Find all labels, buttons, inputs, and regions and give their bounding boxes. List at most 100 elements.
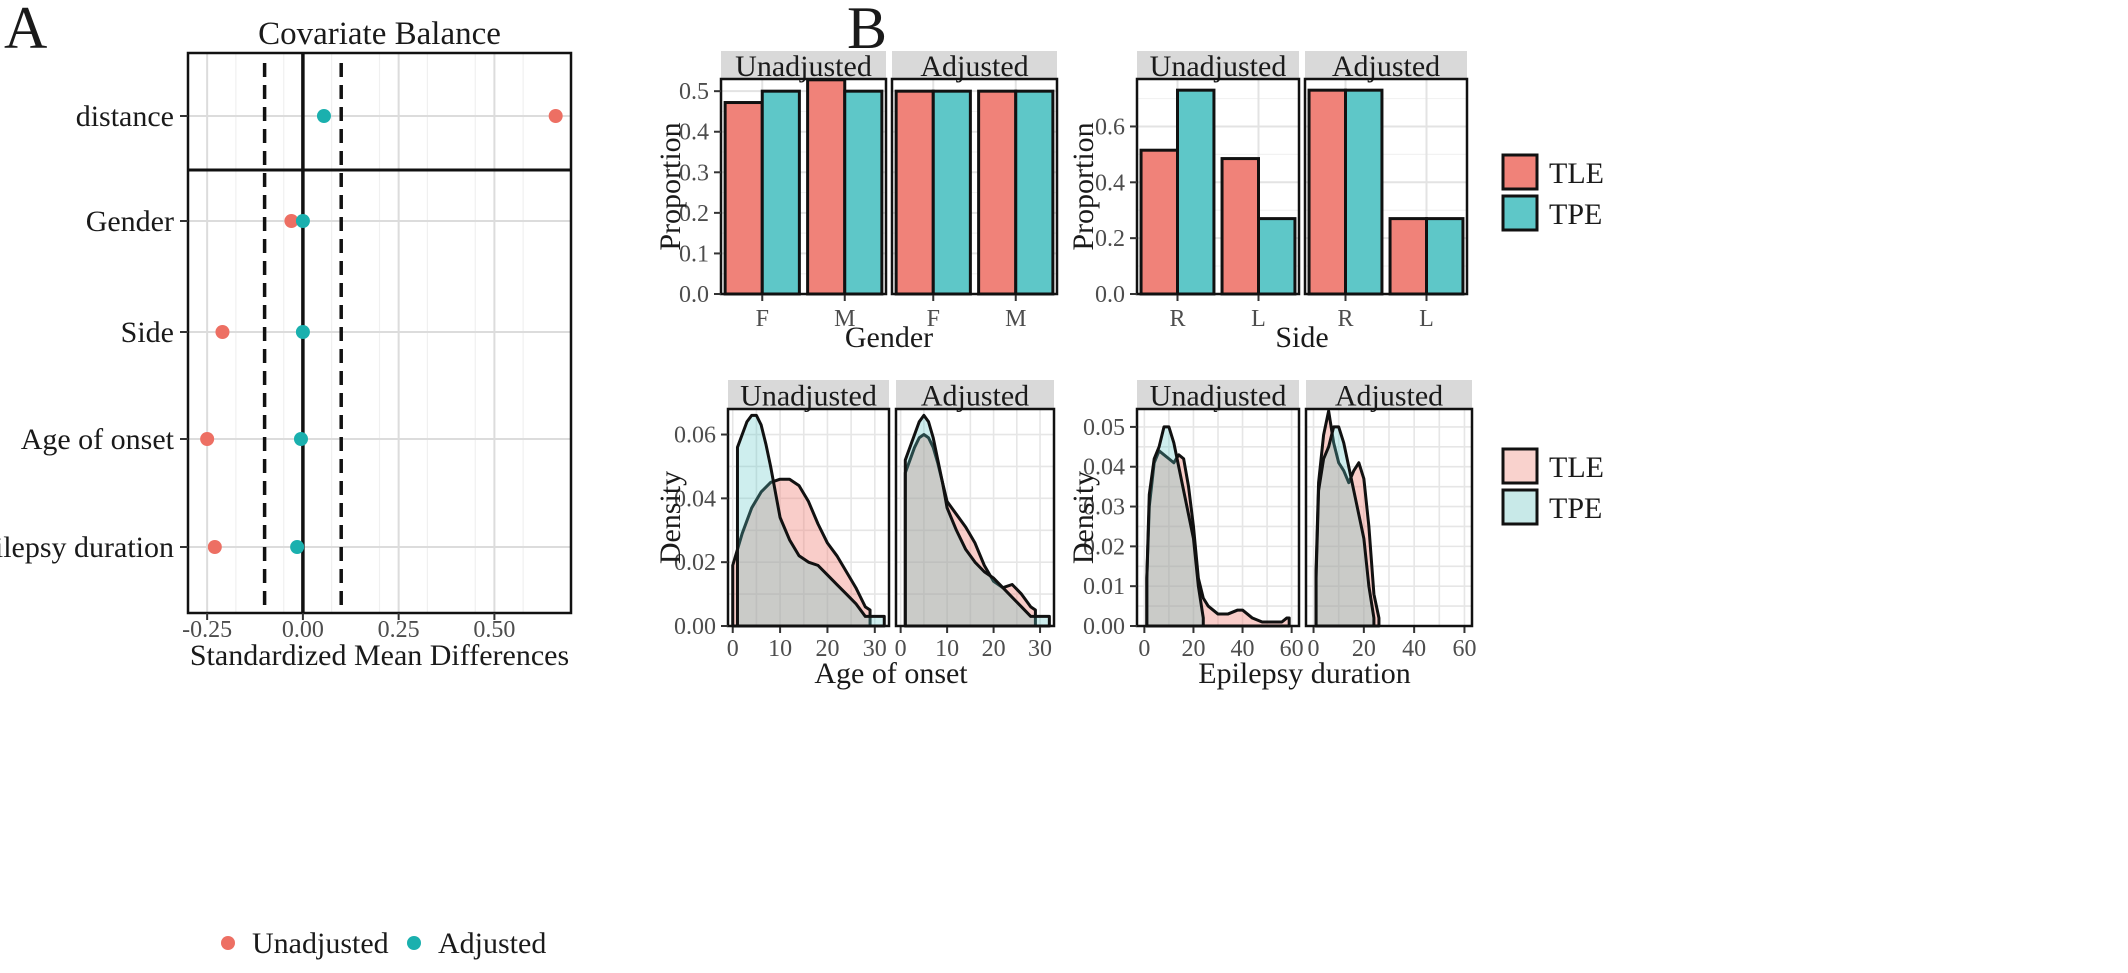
- plot-title: Covariate Balance: [258, 16, 501, 52]
- x-tick-label: 20: [815, 636, 839, 662]
- density-tpe: [735, 413, 886, 628]
- legend-key-tle: [1501, 447, 1539, 485]
- bar-tpe-f: [931, 89, 972, 296]
- density-tle: [1314, 409, 1381, 628]
- covariate-balance-plot: Covariate Balance distance Gender Side Age o…: [0, 16, 573, 960]
- density-tle: [731, 477, 872, 628]
- bar-tle-m: [806, 78, 847, 296]
- gender-proportion-plot: Unadjusted F M Adjusted F M 0.0 0.1 0.2 0.3 0.4 0.5…: [654, 50, 1059, 354]
- y-tick-label: 0.06: [674, 423, 716, 449]
- x-axis-label: Age of onset: [814, 657, 968, 690]
- point-unadjusted-3: [200, 432, 215, 446]
- point-unadjusted-2: [215, 325, 230, 339]
- y-category-label: Age of onset: [21, 423, 175, 456]
- point-unadjusted-1: [284, 214, 299, 228]
- y-tick-label: 0.00: [1083, 614, 1125, 640]
- facet-strip: [721, 51, 886, 79]
- bar-tpe-r: [1344, 88, 1384, 296]
- y-tick-label: 0.05: [1083, 415, 1125, 441]
- x-axis-label: Gender: [845, 321, 933, 354]
- bar-tle-f: [894, 89, 935, 296]
- y-axis-label: Density: [1067, 471, 1100, 564]
- bar-tpe-r: [1176, 88, 1216, 296]
- facet-strip: [896, 380, 1054, 409]
- facet-frame: [1135, 407, 1301, 628]
- bar-tle-l: [1388, 217, 1429, 296]
- facet-frame: [726, 407, 891, 628]
- y-tick-label: 0.0: [679, 282, 709, 308]
- x-tick-label: M: [1005, 306, 1026, 332]
- y-tick-label: 0.0: [1095, 282, 1125, 308]
- facet-frame: [1304, 407, 1474, 628]
- x-tick-label: -0.25: [182, 617, 232, 643]
- panel-label-b: B: [847, 0, 887, 61]
- facet-strip-label: Adjusted: [1335, 380, 1443, 413]
- bar-tle-l: [1220, 157, 1261, 296]
- legend-label-adjusted: Adjusted: [438, 927, 546, 960]
- point-unadjusted-0: [548, 109, 563, 123]
- y-tick-label: 0.00: [674, 614, 716, 640]
- density-tle: [1145, 449, 1291, 628]
- bar-tpe-m: [843, 89, 884, 296]
- y-tick-label: 0.02: [674, 550, 716, 576]
- density-tpe: [1314, 425, 1376, 628]
- facet-strip: [1137, 51, 1299, 79]
- x-axis-label: Side: [1275, 321, 1328, 354]
- density-legend: TLE TPE: [1501, 447, 1604, 526]
- x-tick-label: 20: [982, 636, 1006, 662]
- facet-strip: [1137, 380, 1299, 409]
- y-tick-label: 0.04: [1083, 455, 1125, 481]
- x-tick-label: R: [1337, 306, 1353, 332]
- x-axis-label: Epilepsy duration: [1198, 657, 1410, 690]
- legend-label-tle: TLE: [1549, 157, 1604, 190]
- point-adjusted-0: [316, 109, 331, 123]
- x-tick-label: 0: [895, 636, 907, 662]
- y-tick-label: 0.6: [1095, 114, 1125, 140]
- y-tick-label: 0.4: [679, 120, 709, 146]
- point-adjusted-1: [295, 214, 310, 228]
- x-tick-label: M: [834, 306, 855, 332]
- age-of-onset-density-plot: Unadjusted 0 10 20 30 Adjusted 0 10 20 30 0.00 0.02…: [654, 380, 1056, 690]
- x-tick-label: 10: [768, 636, 792, 662]
- bar-tpe-l: [1257, 217, 1297, 296]
- y-category-label: Side: [121, 316, 174, 349]
- legend-key-unadjusted: [221, 936, 235, 950]
- facet-frame: [894, 407, 1056, 628]
- y-tick-label: 0.1: [679, 241, 709, 267]
- x-tick-label: F: [756, 306, 769, 332]
- legend-key-tpe: [1501, 488, 1539, 526]
- y-tick-label: 0.03: [1083, 495, 1125, 521]
- bar-legend: TLE TPE: [1501, 153, 1604, 232]
- bar-tle-f: [723, 101, 764, 296]
- x-tick-label: 40: [1402, 636, 1426, 662]
- legend-label-tle: TLE: [1549, 451, 1604, 484]
- panel-label-a: A: [4, 0, 47, 61]
- y-tick-label: 0.3: [679, 160, 709, 186]
- x-tick-label: L: [1419, 306, 1434, 332]
- bar-tle-r: [1307, 88, 1348, 296]
- facet-strip-label: Adjusted: [920, 50, 1028, 83]
- facet-frame: [1303, 77, 1469, 296]
- side-proportion-plot: Unadjusted R L Adjusted R L 0.0 0.2 0.4 0.6Propor…: [1067, 50, 1469, 354]
- x-tick-label: R: [1169, 306, 1185, 332]
- legend-label-tpe: TPE: [1549, 198, 1602, 231]
- y-tick-label: 0.04: [674, 486, 716, 512]
- y-axis-label: Proportion: [1067, 122, 1100, 250]
- facet-frame: [890, 77, 1059, 296]
- legend-key-tle: [1501, 153, 1539, 191]
- point-adjusted-2: [295, 325, 310, 339]
- point-adjusted-4: [290, 540, 305, 554]
- y-tick-label: 0.01: [1083, 574, 1125, 600]
- x-axis-label: Standardized Mean Differences: [190, 639, 569, 672]
- density-tle: [903, 433, 1037, 628]
- point-unadjusted-4: [207, 540, 222, 554]
- facet-strip: [892, 51, 1057, 79]
- x-tick-label: 20: [1181, 636, 1205, 662]
- y-tick-label: 0.2: [1095, 226, 1125, 252]
- density-tpe: [903, 413, 1051, 628]
- facet-frame: [1135, 77, 1301, 296]
- facet-strip: [728, 380, 889, 409]
- y-tick-label: 0.4: [1095, 170, 1125, 196]
- facet-strip-label: Unadjusted: [740, 380, 877, 413]
